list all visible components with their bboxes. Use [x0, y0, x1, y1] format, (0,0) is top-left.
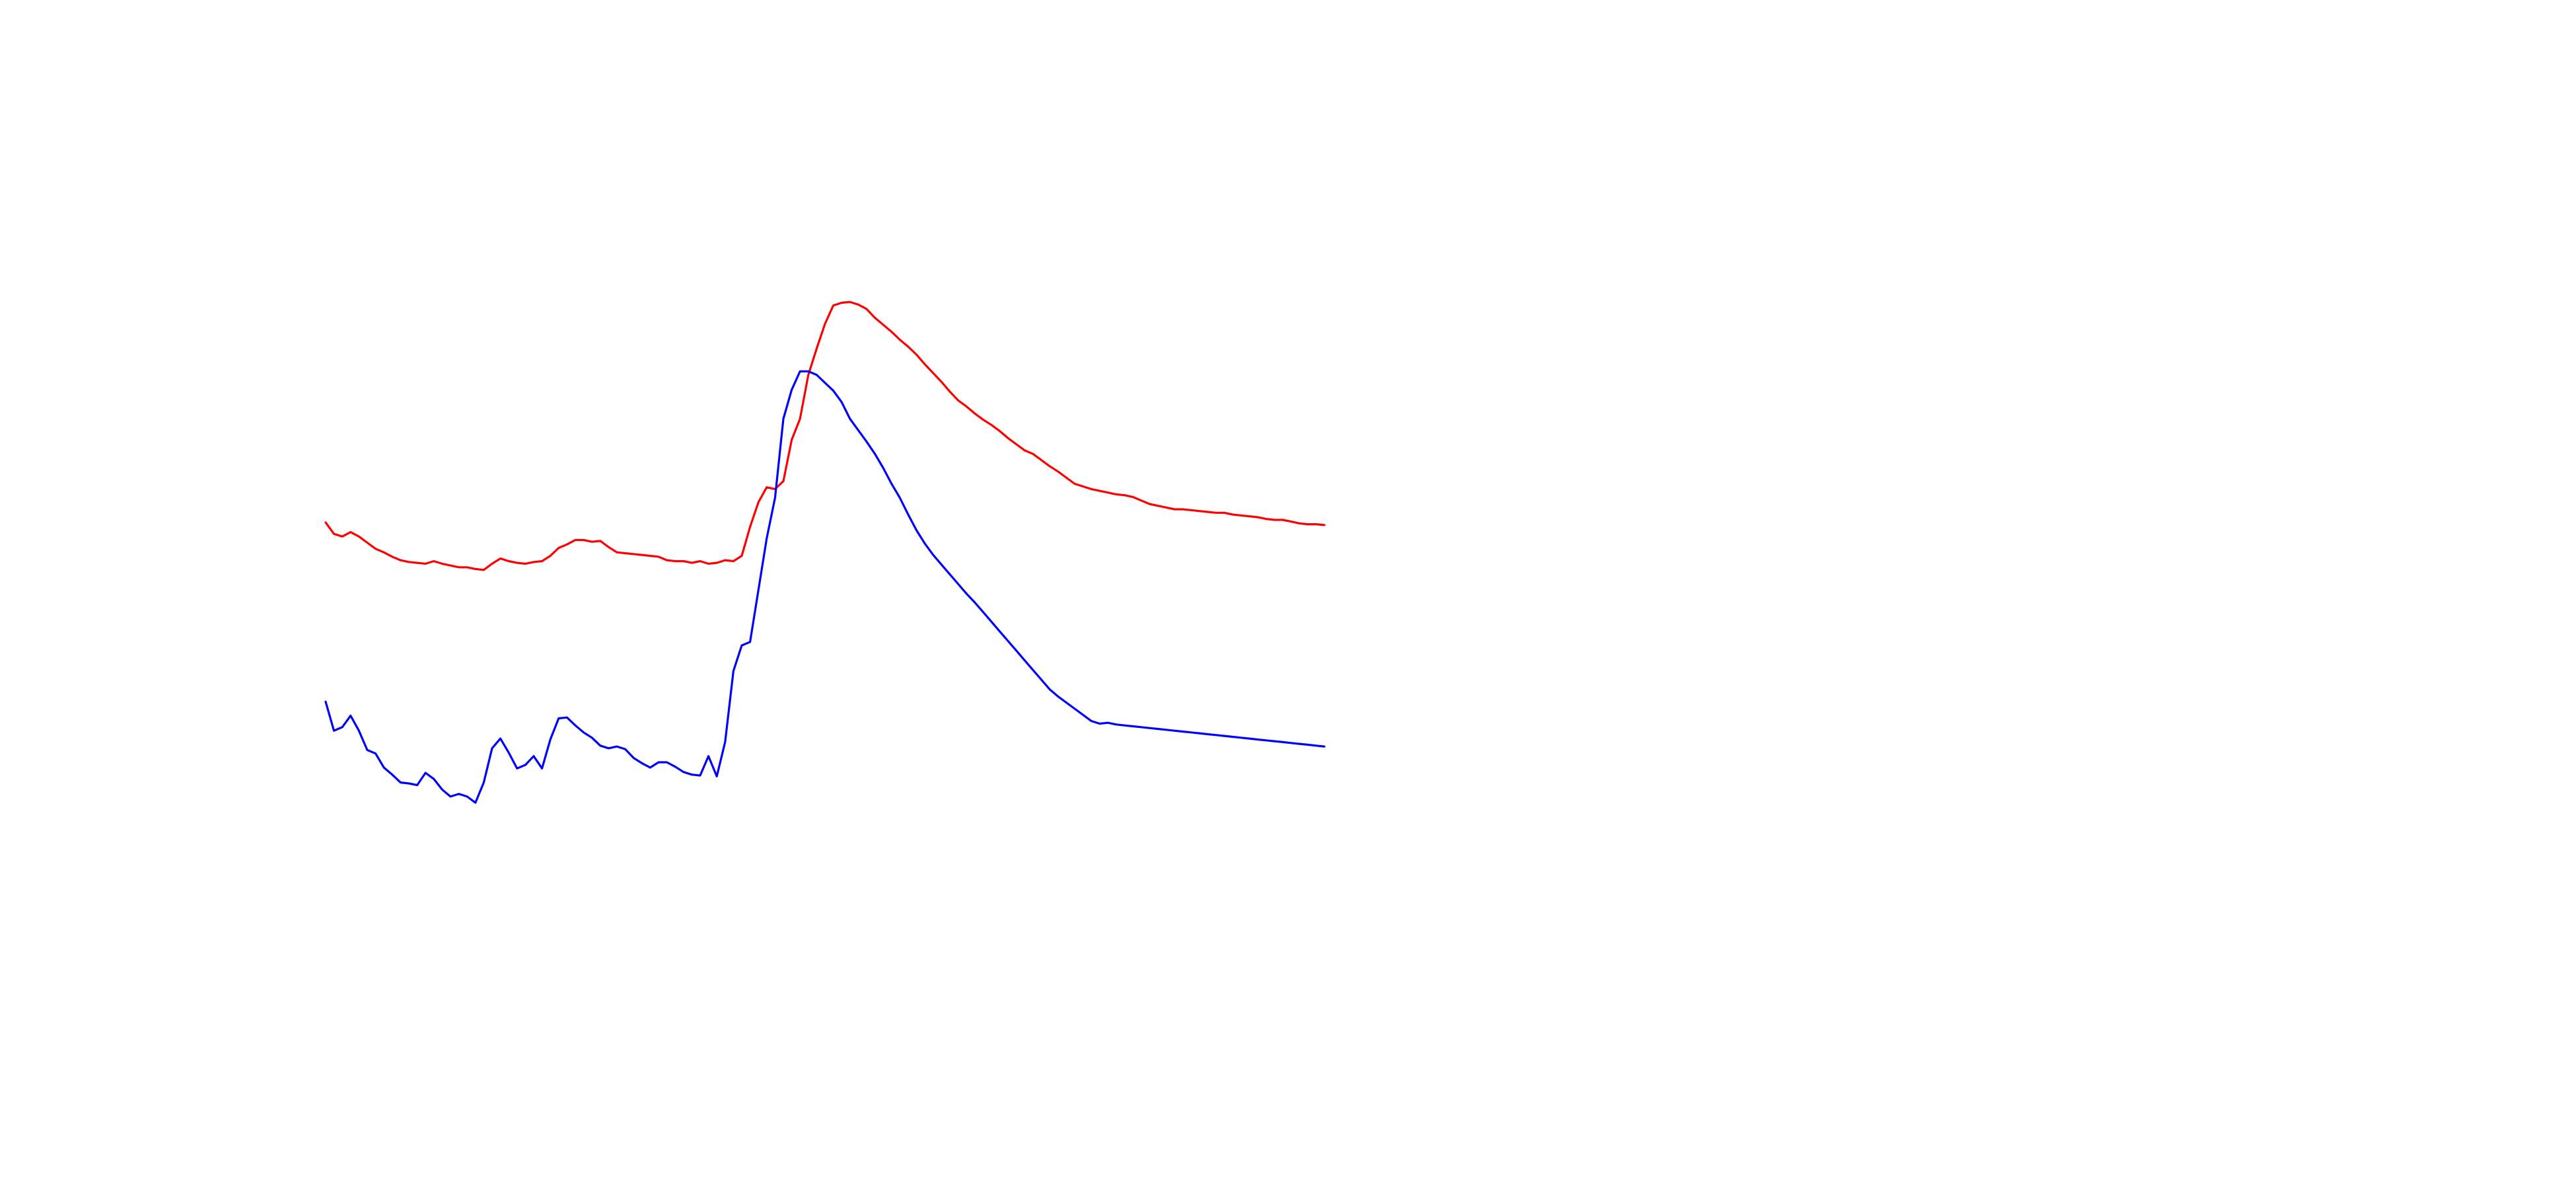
- series-line-2: [324, 370, 1326, 804]
- series-line-1: [324, 301, 1326, 571]
- series-layer: [324, 301, 1326, 804]
